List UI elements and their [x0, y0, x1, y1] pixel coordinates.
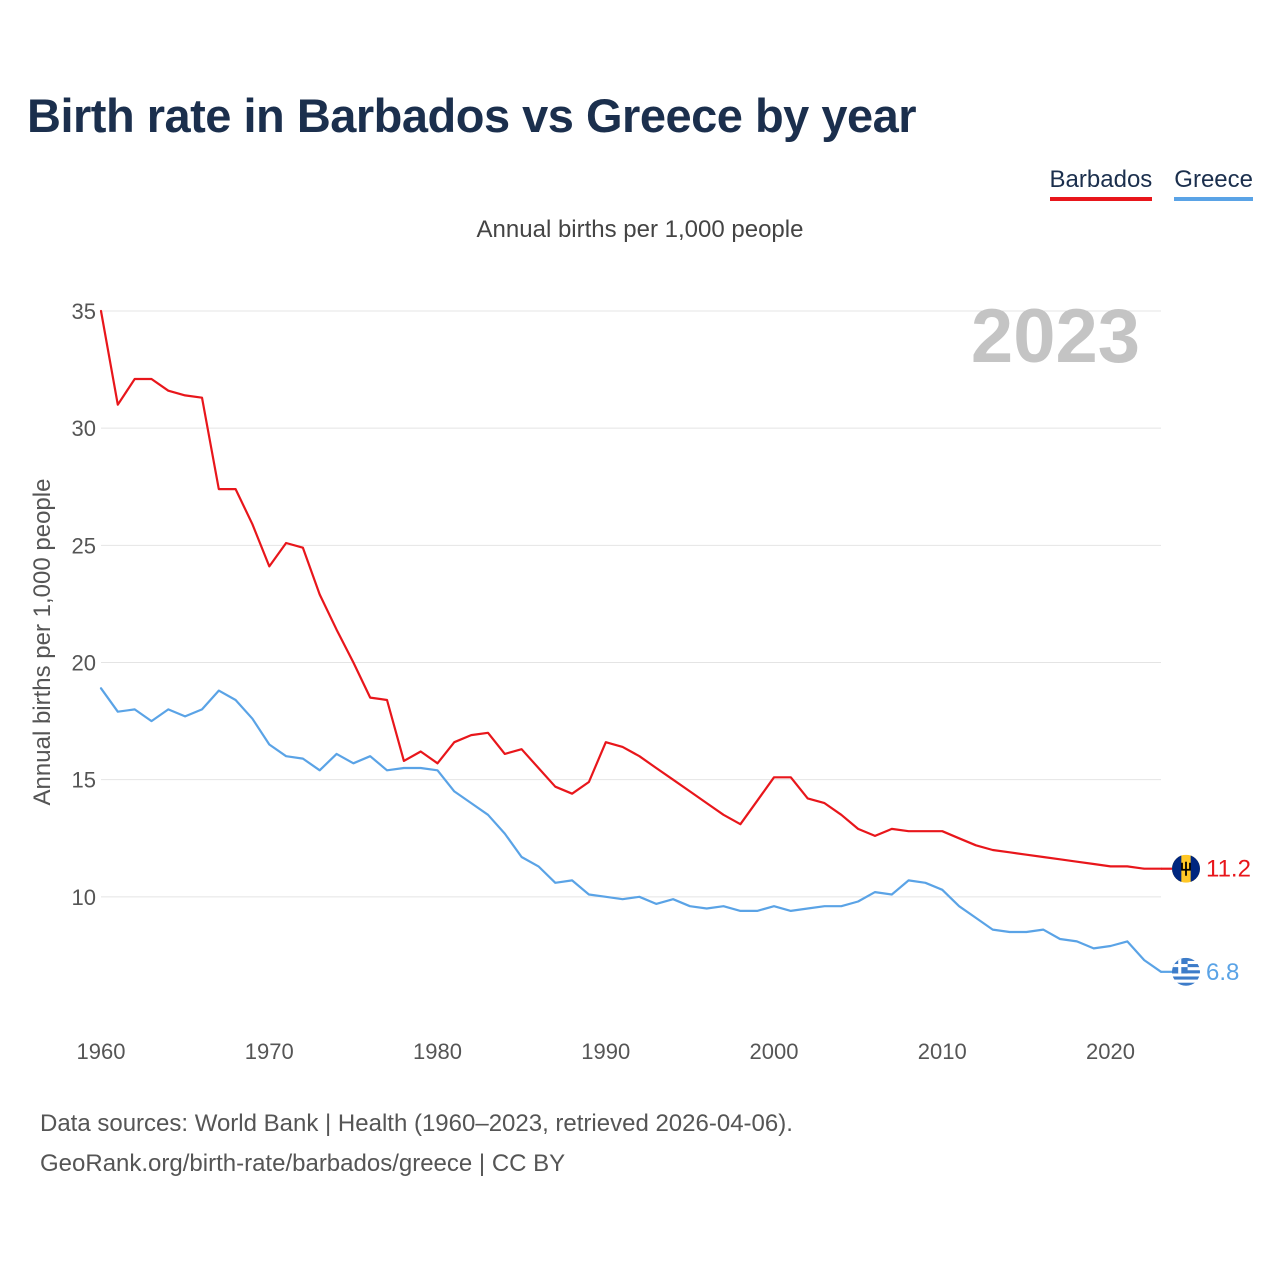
line-chart: 10 15 20 25 30 35 1960 1970 1980 1990 2000 2010 2020…	[29, 294, 1251, 1064]
end-value-label-greece: 6.8	[1206, 959, 1239, 986]
credit-line: GeoRank.org/birth-rate/barbados/greece |…	[40, 1150, 566, 1177]
x-tick-label: 2000	[750, 1039, 799, 1064]
legend-item-greece[interactable]: Greece	[1174, 166, 1253, 201]
x-tick-label: 1970	[245, 1039, 294, 1064]
y-tick-label: 25	[72, 533, 96, 558]
y-tick-label: 10	[72, 885, 96, 910]
y-tick-label: 30	[72, 416, 96, 441]
x-tick-label: 1990	[581, 1039, 630, 1064]
y-tick-label: 20	[72, 651, 96, 676]
chart-subtitle: Annual births per 1,000 people	[476, 216, 804, 243]
x-tick-label: 2010	[918, 1039, 967, 1064]
chart-title: Birth rate in Barbados vs Greece by year	[27, 89, 917, 142]
legend: Barbados Greece	[1049, 166, 1253, 201]
x-tick-label: 2020	[1086, 1039, 1135, 1064]
flag-greece-icon	[1172, 957, 1200, 986]
flag-barbados-icon	[1172, 854, 1200, 883]
y-tick-label: 35	[72, 299, 96, 324]
series-line-greece	[99, 687, 1163, 973]
y-tick-label: 15	[72, 768, 96, 793]
data-sources: Data sources: World Bank | Health (1960–…	[40, 1110, 793, 1137]
legend-item-barbados[interactable]: Barbados	[1049, 166, 1153, 201]
y-axis-title: Annual births per 1,000 people	[29, 479, 56, 806]
x-tick-label: 1960	[77, 1039, 126, 1064]
series-line-barbados	[99, 309, 1163, 870]
year-watermark: 2023	[971, 294, 1140, 379]
x-tick-label: 1980	[413, 1039, 462, 1064]
end-value-label-barbados: 11.2	[1206, 856, 1251, 883]
footer: Data sources: World Bank | Health (1960–…	[40, 1104, 793, 1184]
